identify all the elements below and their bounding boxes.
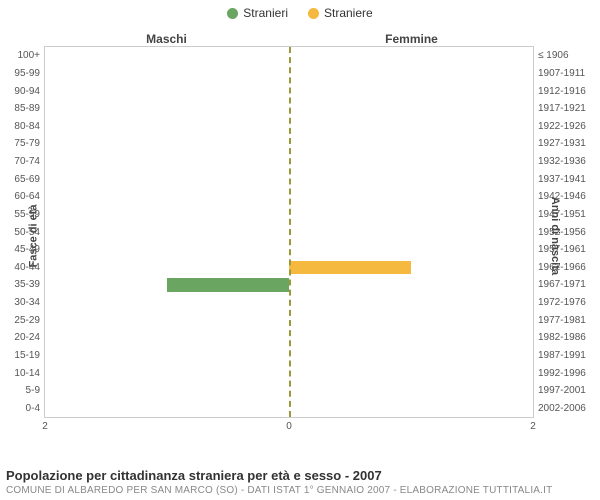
y-left-tick: 45-49	[14, 241, 40, 259]
y-right-tick: 2002-2006	[538, 400, 586, 418]
y-left-tick: 5-9	[14, 382, 40, 400]
y-left-tick: 35-39	[14, 276, 40, 294]
y-left-labels: 100+95-9990-9485-8980-8475-7970-7465-696…	[14, 47, 40, 417]
caption: Popolazione per cittadinanza straniera p…	[6, 468, 594, 496]
y-right-tick: 1927-1931	[538, 135, 586, 153]
y-left-tick: 100+	[14, 47, 40, 65]
legend: Stranieri Straniere	[0, 0, 600, 20]
center-divider	[289, 47, 291, 417]
population-pyramid-chart: Stranieri Straniere Maschi Femmine Fasce…	[0, 0, 600, 500]
y-right-tick: 1912-1916	[538, 82, 586, 100]
y-right-tick: 1997-2001	[538, 382, 586, 400]
legend-label-male: Stranieri	[243, 6, 288, 20]
caption-title: Popolazione per cittadinanza straniera p…	[6, 468, 594, 483]
y-left-tick: 30-34	[14, 294, 40, 312]
y-left-tick: 40-44	[14, 259, 40, 277]
y-right-tick: 1977-1981	[538, 311, 586, 329]
y-left-tick: 20-24	[14, 329, 40, 347]
x-tick: 2	[42, 421, 48, 432]
y-right-tick: 1957-1961	[538, 241, 586, 259]
x-tick: 2	[530, 421, 536, 432]
y-left-tick: 85-89	[14, 100, 40, 118]
y-left-tick: 70-74	[14, 153, 40, 171]
y-right-tick: 1947-1951	[538, 206, 586, 224]
legend-swatch-male	[227, 8, 238, 19]
y-right-tick: 1907-1911	[538, 65, 586, 83]
bar-female	[289, 261, 411, 274]
y-left-tick: 10-14	[14, 364, 40, 382]
x-tick: 0	[286, 421, 292, 432]
y-right-labels: ≤ 19061907-19111912-19161917-19211922-19…	[538, 47, 586, 417]
legend-swatch-female	[308, 8, 319, 19]
y-right-tick: ≤ 1906	[538, 47, 586, 65]
legend-item-male: Stranieri	[227, 6, 288, 20]
legend-item-female: Straniere	[308, 6, 373, 20]
y-right-tick: 1937-1941	[538, 170, 586, 188]
y-right-tick: 1992-1996	[538, 364, 586, 382]
bar-male	[167, 278, 289, 291]
y-right-tick: 1942-1946	[538, 188, 586, 206]
y-left-tick: 25-29	[14, 311, 40, 329]
y-left-tick: 60-64	[14, 188, 40, 206]
y-right-tick: 1962-1966	[538, 259, 586, 277]
y-right-tick: 1932-1936	[538, 153, 586, 171]
y-left-tick: 80-84	[14, 118, 40, 136]
y-left-tick: 50-54	[14, 223, 40, 241]
y-left-tick: 65-69	[14, 170, 40, 188]
y-right-tick: 1952-1956	[538, 223, 586, 241]
panel-title-female: Femmine	[385, 32, 438, 46]
caption-subtitle: COMUNE DI ALBAREDO PER SAN MARCO (SO) - …	[6, 485, 594, 496]
y-left-tick: 75-79	[14, 135, 40, 153]
chart-area: Maschi Femmine Fasce di età Anni di nasc…	[44, 32, 534, 440]
plot-area: 100+95-9990-9485-8980-8475-7970-7465-696…	[44, 46, 534, 418]
y-right-tick: 1987-1991	[538, 347, 586, 365]
y-right-tick: 1982-1986	[538, 329, 586, 347]
y-left-tick: 90-94	[14, 82, 40, 100]
y-right-tick: 1922-1926	[538, 118, 586, 136]
y-right-tick: 1917-1921	[538, 100, 586, 118]
y-left-tick: 15-19	[14, 347, 40, 365]
y-right-tick: 1972-1976	[538, 294, 586, 312]
y-right-tick: 1967-1971	[538, 276, 586, 294]
x-axis-labels: 2 0 2	[45, 421, 533, 435]
panel-title-male: Maschi	[146, 32, 187, 46]
legend-label-female: Straniere	[324, 6, 373, 20]
y-left-tick: 95-99	[14, 65, 40, 83]
y-left-tick: 55-59	[14, 206, 40, 224]
y-left-tick: 0-4	[14, 400, 40, 418]
